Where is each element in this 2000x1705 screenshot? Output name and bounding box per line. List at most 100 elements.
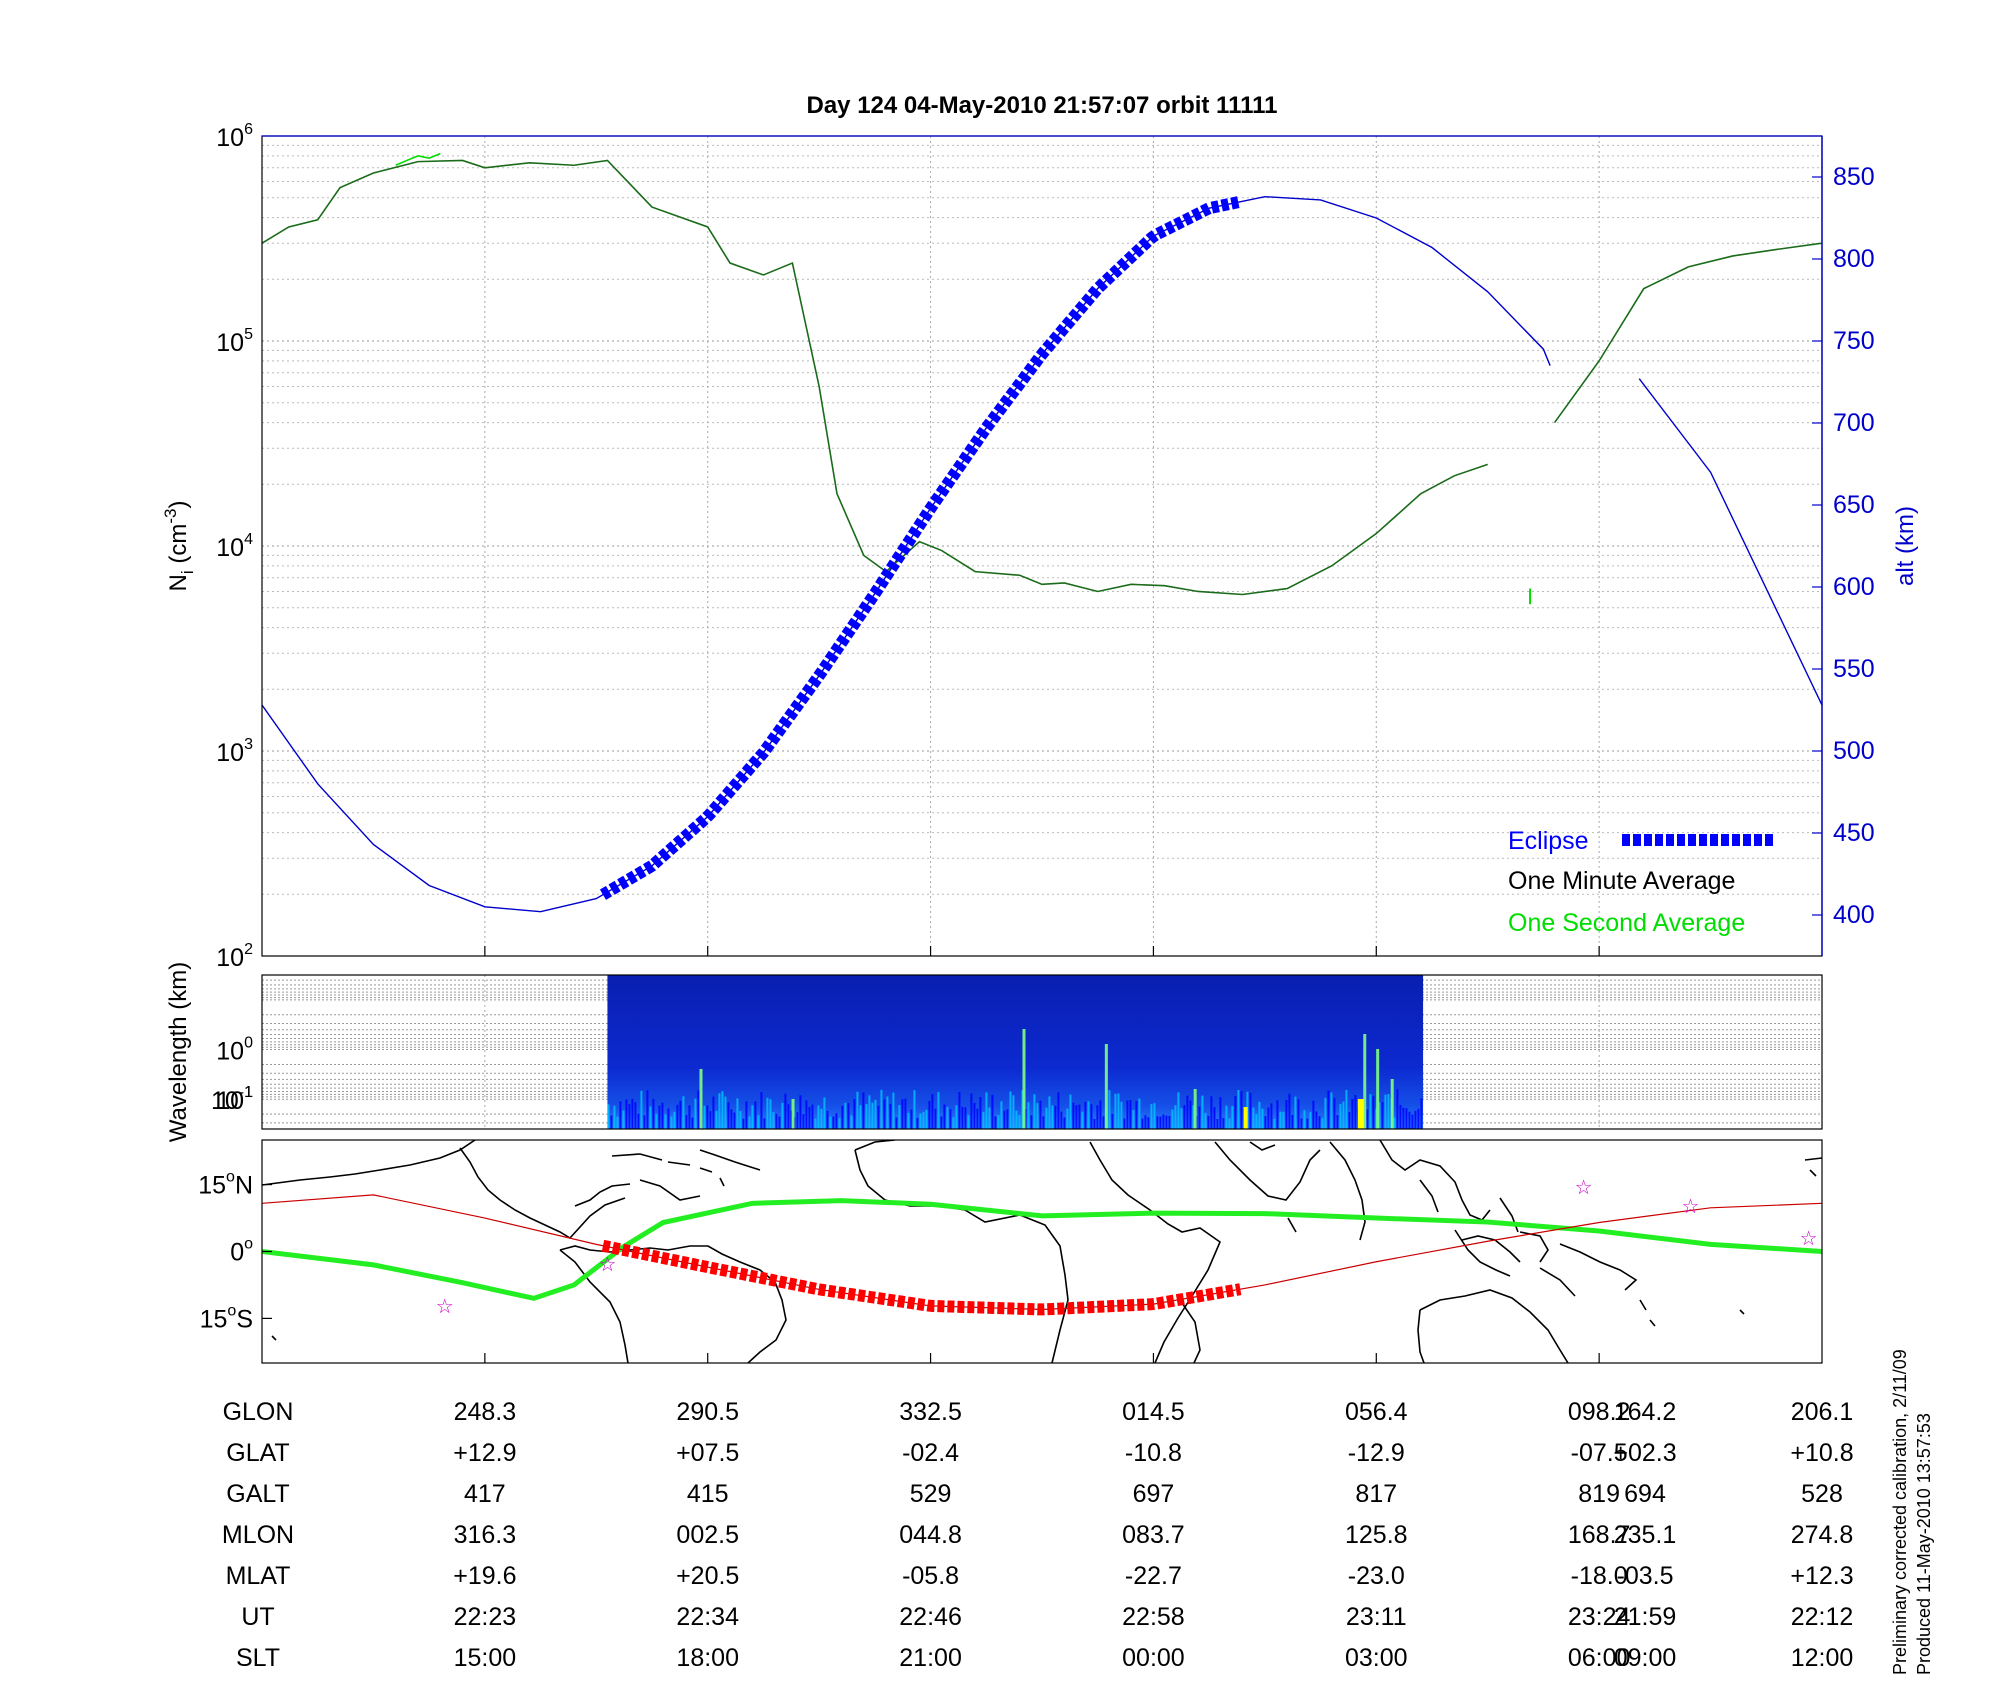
- star-marker: ☆: [1682, 1196, 1700, 1218]
- spec-burst: [814, 1118, 817, 1129]
- spectrogram-bursts: [607, 1029, 1423, 1129]
- spec-burst-strong: [1104, 1044, 1108, 1129]
- spec-burst: [775, 1113, 778, 1129]
- spec-burst: [1258, 1101, 1261, 1129]
- table-cell: 817: [1355, 1480, 1397, 1508]
- spec-burst: [997, 1114, 1000, 1129]
- spec-burst: [1003, 1110, 1006, 1129]
- spec-burst: [1135, 1101, 1138, 1129]
- table-cell: 316.3: [454, 1521, 517, 1549]
- spec-burst: [1162, 1114, 1165, 1129]
- top-grid: [262, 136, 1822, 957]
- spec-burst: [625, 1099, 628, 1129]
- spec-burst: [1330, 1092, 1333, 1129]
- spec-burst: [715, 1110, 718, 1129]
- spec-burst: [1093, 1118, 1096, 1129]
- spec-burst: [1228, 1118, 1231, 1129]
- density-minute-line-after-gap: [1553, 242, 1822, 424]
- table-cell: 417: [464, 1480, 506, 1508]
- spec-burst: [1192, 1105, 1195, 1129]
- y-right-tick-label: 850: [1833, 163, 1875, 191]
- footnote-produced: Produced 11-May-2010 13:57:53: [1914, 1413, 1934, 1675]
- spec-burst: [694, 1098, 697, 1129]
- table-cell: 23:11: [1346, 1603, 1407, 1631]
- spec-burst: [1126, 1100, 1129, 1129]
- spec-burst: [712, 1096, 715, 1129]
- spec-burst: [1300, 1118, 1303, 1129]
- spec-burst: [958, 1091, 961, 1129]
- spec-burst: [991, 1094, 994, 1129]
- spec-burst: [946, 1106, 949, 1129]
- spectrogram-panel: 10-1 100 101 Wavelength (km): [165, 962, 1823, 1142]
- spec-burst: [1012, 1095, 1015, 1129]
- spec-burst: [706, 1105, 709, 1129]
- density-altitude-panel: 102 103 104 105 106 400 450 500 550 600 650 700 750…: [161, 121, 1919, 972]
- table-cell: 03:00: [1345, 1644, 1408, 1672]
- y-right-label: alt (km): [1892, 506, 1919, 586]
- spec-burst: [922, 1112, 925, 1129]
- spec-burst: [859, 1105, 862, 1129]
- spec-burst: [1249, 1092, 1252, 1129]
- spec-burst: [1021, 1090, 1024, 1129]
- spec-burst: [1015, 1110, 1018, 1129]
- table-cell: -02.4: [902, 1439, 959, 1467]
- y-right-tick-label: 800: [1833, 245, 1875, 273]
- y-right-tick-labels: 400 450 500 550 600 650 700 750 800 850: [1812, 163, 1875, 929]
- spec-burst: [1123, 1118, 1126, 1129]
- table-cell: 290.5: [676, 1398, 739, 1426]
- spec-burst: [1033, 1094, 1036, 1129]
- spec-burst: [844, 1102, 847, 1129]
- spec-burst: [1150, 1104, 1153, 1129]
- spec-burst: [1000, 1101, 1003, 1129]
- spec-burst: [964, 1107, 967, 1129]
- table-row-label: GALT: [226, 1480, 289, 1508]
- table-cell: +19.6: [453, 1562, 516, 1590]
- spec-burst: [853, 1099, 856, 1129]
- spec-burst: [1318, 1116, 1321, 1129]
- spec-burst: [850, 1115, 853, 1129]
- spec-burst-strong: [791, 1099, 795, 1129]
- legend-eclipse-label: Eclipse: [1508, 827, 1589, 855]
- spec-burst: [1213, 1107, 1216, 1129]
- spec-burst: [670, 1116, 673, 1129]
- spec-burst: [868, 1095, 871, 1129]
- spec-burst-strong: [699, 1069, 703, 1129]
- spec-burst: [1174, 1105, 1177, 1129]
- density-second-spikes: [395, 152, 441, 166]
- spec-burst: [1039, 1100, 1042, 1129]
- spec-burst: [766, 1097, 769, 1129]
- spec-burst: [763, 1118, 766, 1129]
- spec-burst: [1084, 1101, 1087, 1129]
- spec-burst: [652, 1098, 655, 1129]
- ground-track-map-panel: ☆ ☆ ☆ ☆ ☆ 15oN 0o 15oS: [198, 1139, 1823, 1364]
- spec-burst: [667, 1108, 670, 1129]
- table-cell: 415: [687, 1480, 729, 1508]
- table-row-label: MLAT: [226, 1562, 291, 1590]
- spec-burst: [832, 1116, 835, 1129]
- table-cell: 164.2: [1614, 1398, 1677, 1426]
- y-left-tick-label: 105: [216, 326, 253, 357]
- y-left-tick-label: 103: [216, 736, 253, 767]
- spec-burst: [901, 1099, 904, 1129]
- spec-burst: [1345, 1089, 1348, 1129]
- spec-burst: [1159, 1116, 1162, 1129]
- y-right-tick-label: 650: [1833, 491, 1875, 519]
- spec-burst: [1417, 1108, 1420, 1129]
- spec-burst: [1072, 1102, 1075, 1129]
- table-cell: 21:00: [899, 1644, 962, 1672]
- star-marker: ☆: [1800, 1228, 1818, 1250]
- spec-burst: [1189, 1100, 1192, 1129]
- spec-burst: [955, 1105, 958, 1129]
- footnote-calibration: Preliminary corrected calibration, 2/11/…: [1890, 1349, 1910, 1675]
- spec-burst-strong: [1193, 1089, 1197, 1129]
- spec-burst: [730, 1109, 733, 1129]
- spec-burst: [1384, 1094, 1387, 1129]
- spec-burst: [835, 1113, 838, 1129]
- spec-burst: [1156, 1116, 1159, 1129]
- spec-burst: [1045, 1107, 1048, 1129]
- spec-burst: [754, 1101, 757, 1129]
- spec-burst: [1378, 1102, 1381, 1129]
- spec-burst: [727, 1102, 730, 1129]
- spec-burst: [829, 1116, 832, 1129]
